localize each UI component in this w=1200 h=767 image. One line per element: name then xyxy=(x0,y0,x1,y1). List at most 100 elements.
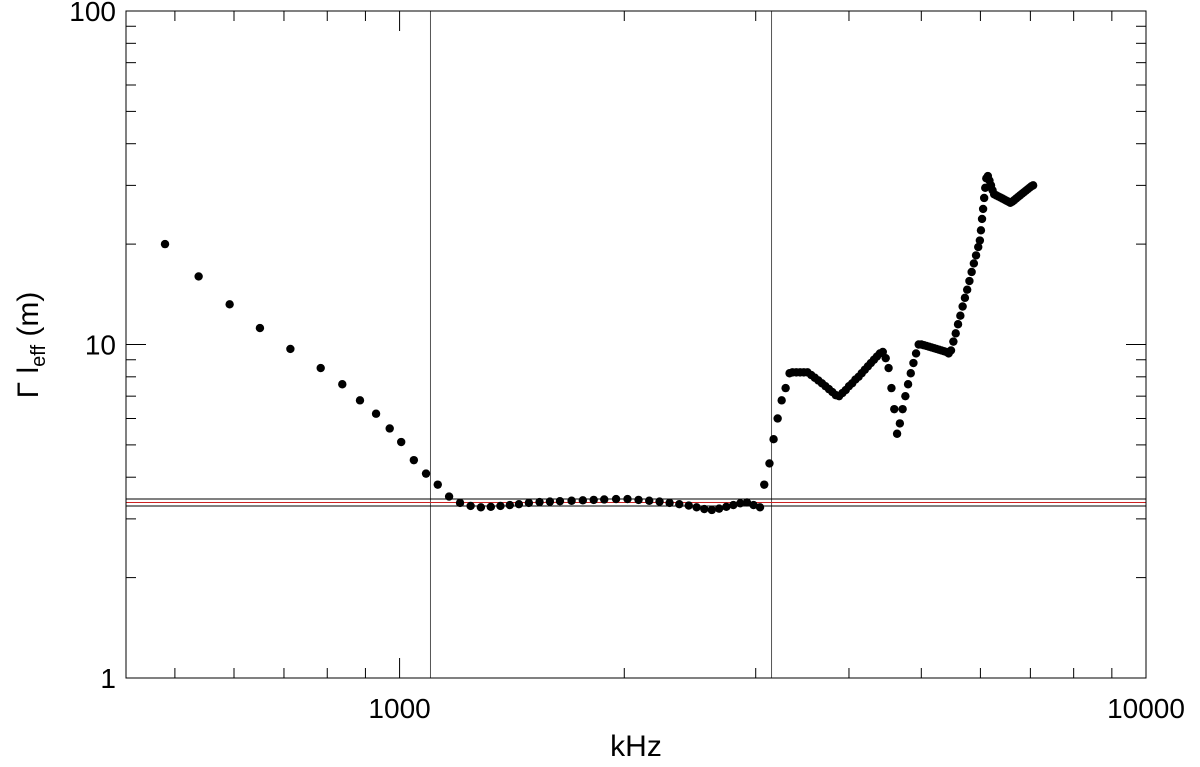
data-point xyxy=(749,500,758,510)
data-point xyxy=(755,503,765,512)
data-point xyxy=(958,302,967,311)
data-point xyxy=(890,404,899,414)
data-point xyxy=(892,429,902,438)
data-point xyxy=(878,347,888,357)
data-point xyxy=(338,380,347,389)
plot-frame xyxy=(125,10,1147,679)
data-point xyxy=(665,498,674,508)
data-point xyxy=(949,337,958,346)
data-point xyxy=(567,496,576,505)
data-point xyxy=(765,459,774,468)
data-point xyxy=(911,349,921,358)
data-point xyxy=(773,414,782,423)
data-point xyxy=(555,496,565,506)
data-point xyxy=(655,497,664,506)
data-point xyxy=(965,276,974,286)
data-point xyxy=(397,437,406,447)
y-tick-label: 100 xyxy=(69,0,116,27)
data-point xyxy=(455,498,465,508)
data-point xyxy=(600,495,609,504)
data-point xyxy=(1028,181,1038,190)
data-point xyxy=(545,497,555,506)
data-point xyxy=(969,259,979,268)
y-axis-label: Γ leff (m) xyxy=(12,292,50,399)
data-point xyxy=(901,391,910,401)
data-point xyxy=(160,239,170,249)
data-point xyxy=(909,358,918,368)
data-point xyxy=(421,469,431,478)
data-point xyxy=(953,320,963,329)
data-point xyxy=(355,396,365,405)
data-point xyxy=(974,242,983,252)
y-tick-label: 1 xyxy=(100,663,116,694)
data-point xyxy=(976,226,986,235)
data-point xyxy=(316,363,325,373)
data-point xyxy=(975,236,985,245)
data-point xyxy=(433,480,442,489)
data-point xyxy=(777,396,786,405)
data-point xyxy=(692,503,701,512)
data-point xyxy=(906,369,915,378)
y-axis-label-main: Γ l xyxy=(12,367,45,399)
data-point xyxy=(476,503,486,512)
data-points xyxy=(160,171,1038,515)
data-point xyxy=(742,498,752,507)
data-point xyxy=(505,500,515,510)
data-point xyxy=(578,496,588,505)
x-axis-label: kHz xyxy=(610,730,662,763)
tick-labels: 1 10 100 1000 10000 xyxy=(69,0,1185,724)
data-point xyxy=(225,300,234,309)
data-point xyxy=(634,495,643,505)
data-point xyxy=(884,363,893,373)
data-point xyxy=(675,500,684,509)
data-point xyxy=(589,495,598,505)
data-point xyxy=(684,501,693,510)
data-point xyxy=(956,311,965,320)
data-point xyxy=(623,494,632,504)
y-tick-label: 10 xyxy=(85,330,116,361)
data-point xyxy=(729,500,738,510)
x-tick-label: 10000 xyxy=(1107,693,1185,724)
data-point xyxy=(903,380,913,389)
data-point xyxy=(255,323,265,333)
data-point xyxy=(895,419,905,428)
data-point xyxy=(486,502,496,512)
data-point xyxy=(194,272,203,281)
data-point xyxy=(524,498,534,508)
data-point xyxy=(611,494,621,504)
data-point xyxy=(535,497,544,507)
data-point xyxy=(978,204,988,214)
data-point xyxy=(881,353,890,363)
data-point xyxy=(951,329,960,338)
data-point xyxy=(887,383,896,393)
data-point xyxy=(514,500,524,509)
data-point xyxy=(967,267,976,277)
data-point xyxy=(769,435,778,444)
data-point xyxy=(700,504,709,514)
data-point xyxy=(385,424,394,433)
axis-ticks xyxy=(126,11,1146,679)
data-point xyxy=(466,501,475,511)
data-point xyxy=(946,346,956,355)
y-axis-label-sub: eff xyxy=(28,345,50,367)
y-axis-label-unit: (m) xyxy=(12,292,45,345)
data-point xyxy=(496,501,505,511)
data-point xyxy=(898,404,907,414)
data-point xyxy=(722,502,731,512)
data-point xyxy=(977,214,987,224)
data-point xyxy=(971,251,981,260)
data-point xyxy=(979,193,989,203)
data-point xyxy=(960,293,970,303)
data-point xyxy=(781,383,790,393)
data-point xyxy=(371,409,381,418)
data-point xyxy=(707,505,717,515)
data-point xyxy=(286,344,295,354)
reference-lines xyxy=(126,11,1146,678)
data-point xyxy=(736,499,745,508)
data-point xyxy=(409,455,419,465)
data-point xyxy=(760,480,769,489)
x-tick-label: 1000 xyxy=(368,693,430,724)
data-point xyxy=(962,285,972,294)
data-point xyxy=(714,504,724,513)
